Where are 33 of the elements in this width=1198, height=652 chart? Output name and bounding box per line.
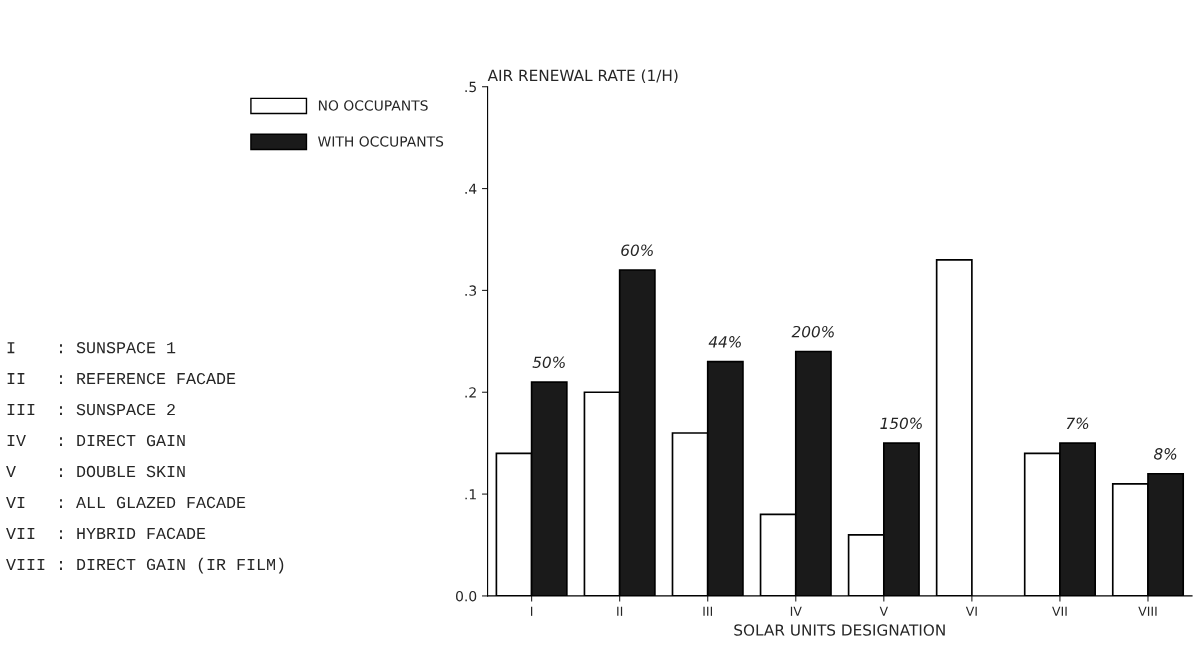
legend-label: WITH OCCUPANTS (318, 136, 444, 147)
x-tick-label: VIII (1138, 606, 1157, 616)
x-tick-label: VI (965, 606, 977, 616)
annotation: 7% (1066, 417, 1089, 430)
y-tick-label: .1 (465, 489, 476, 500)
x-tick-label: I (531, 606, 533, 616)
x-tick-label: V (879, 606, 888, 616)
legend-label: NO OCCUPANTS (318, 100, 428, 111)
x-tick-label: III (703, 606, 713, 616)
text: VII : HYBRID FACADE (6, 527, 206, 540)
annotation: 60% (621, 244, 653, 256)
y-tick-label: .3 (465, 285, 477, 296)
annotation: 200% (791, 325, 834, 338)
text: II : REFERENCE FACADE (7, 372, 236, 385)
x-tick-label: II (617, 606, 623, 616)
text: VIII : DIRECT GAIN (IR FILM) (6, 557, 284, 574)
y-tick-label: .2 (465, 387, 476, 398)
text: V : DOUBLE SKIN (6, 465, 185, 478)
text: I : SUNSPACE 1 (7, 341, 176, 354)
text: VI : ALL GLAZED FACADE (6, 496, 246, 509)
annotation: 50% (532, 356, 565, 368)
y-tick-label: .4 (465, 183, 477, 194)
text: III : SUNSPACE 2 (7, 403, 175, 416)
x-tick-label: IV (790, 606, 802, 616)
text: IV : DIRECT GAIN (7, 434, 185, 447)
y-tick-label: .5 (465, 81, 476, 93)
y-axis-title: AIR RENEWAL RATE (1/H) (487, 69, 678, 84)
x-axis-title: SOLAR UNITS DESIGNATION (734, 624, 945, 636)
annotation: 150% (880, 417, 922, 430)
y-tick-label: 0.0 (456, 590, 477, 602)
x-tick-label: VII (1052, 606, 1067, 616)
annotation: 8% (1153, 448, 1177, 460)
annotation: 44% (708, 336, 741, 348)
